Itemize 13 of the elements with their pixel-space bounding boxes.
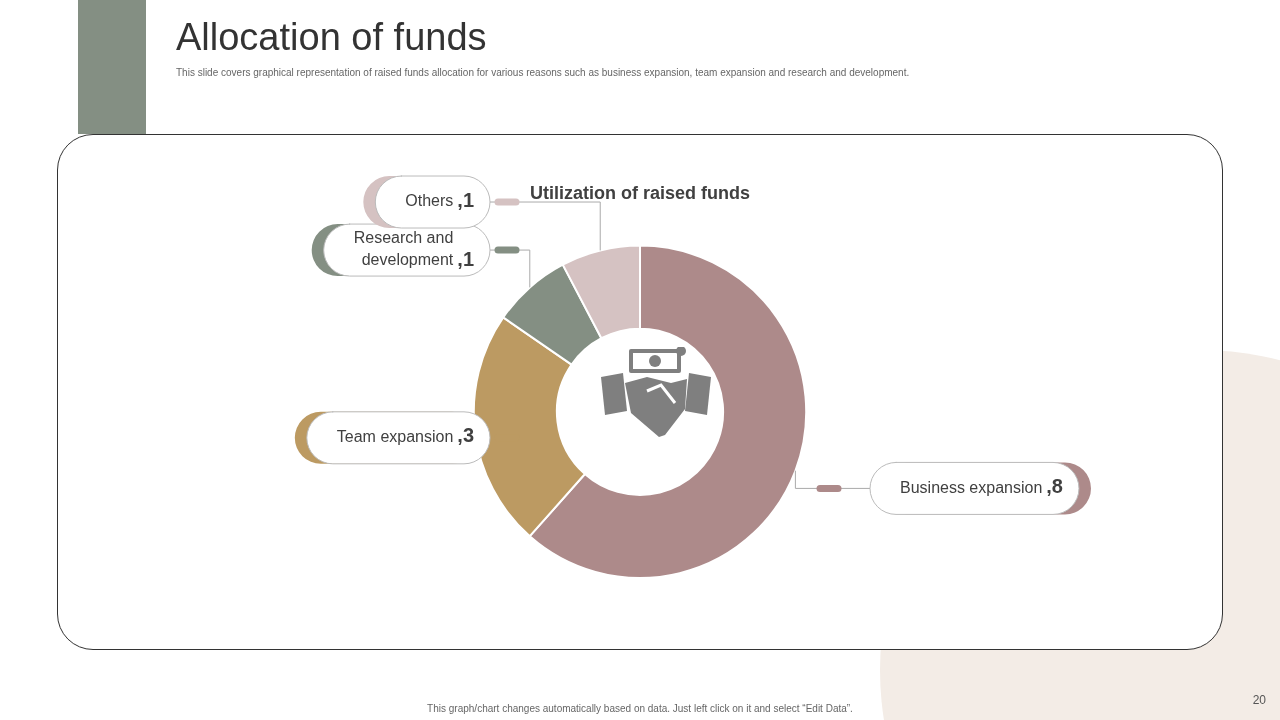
- chart-title: Allocation of funds: [176, 16, 487, 59]
- data-label: ,1: [457, 188, 475, 211]
- slice-label: Others: [405, 192, 454, 210]
- slice-label: Research and development: [353, 229, 454, 269]
- text: 20: [1252, 693, 1266, 707]
- chart-subtitle: This slide covers graphical representation of raised funds allocation for various reasons such as business expansion, team expansion and research and development.: [176, 67, 910, 78]
- slice-label: Team expansion: [336, 428, 454, 446]
- data-label: ,1: [457, 247, 475, 270]
- data-label: ,3: [457, 424, 475, 447]
- text: This graph/chart changes automatically based on data. Just left click on it and select “Edit Data”.: [427, 703, 853, 714]
- data-label: ,8: [1046, 474, 1063, 497]
- text: Utilization of raised funds: [529, 182, 751, 203]
- slice-label: Business expansion: [900, 478, 1043, 496]
